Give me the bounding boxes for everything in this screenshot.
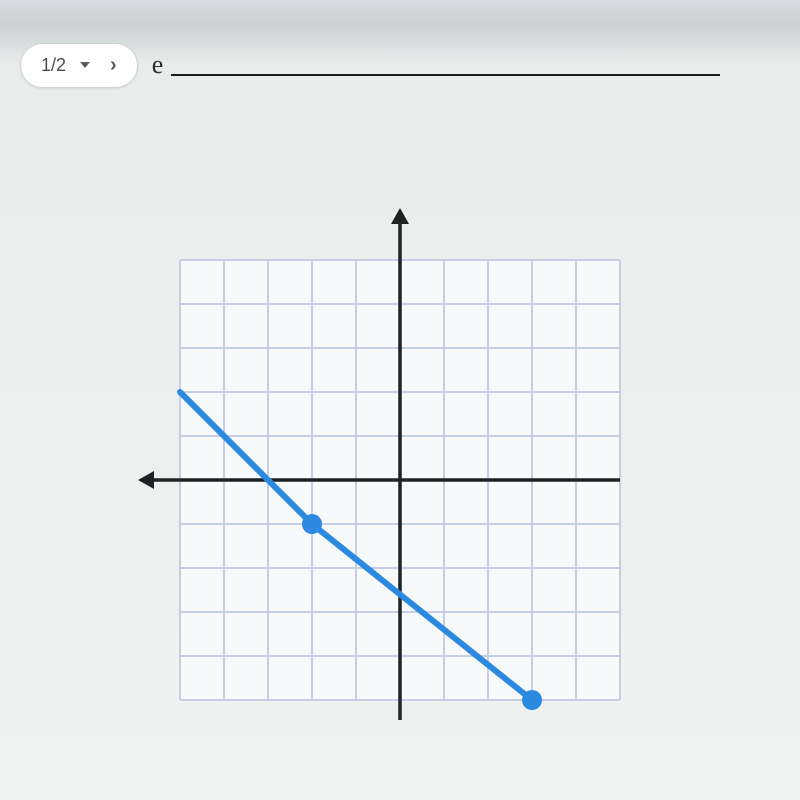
- page-indicator-text: 1/2: [41, 55, 66, 76]
- page-indicator-pill[interactable]: 1/2 ›: [20, 43, 138, 88]
- chevron-down-icon[interactable]: [80, 62, 90, 68]
- coordinate-grid-chart: [130, 200, 670, 740]
- top-toolbar: 1/2 › e: [20, 40, 780, 90]
- chevron-right-icon[interactable]: ›: [110, 54, 117, 77]
- answer-underline: [171, 74, 720, 76]
- chart-svg: [130, 200, 670, 740]
- letter-e-label: e: [152, 50, 164, 80]
